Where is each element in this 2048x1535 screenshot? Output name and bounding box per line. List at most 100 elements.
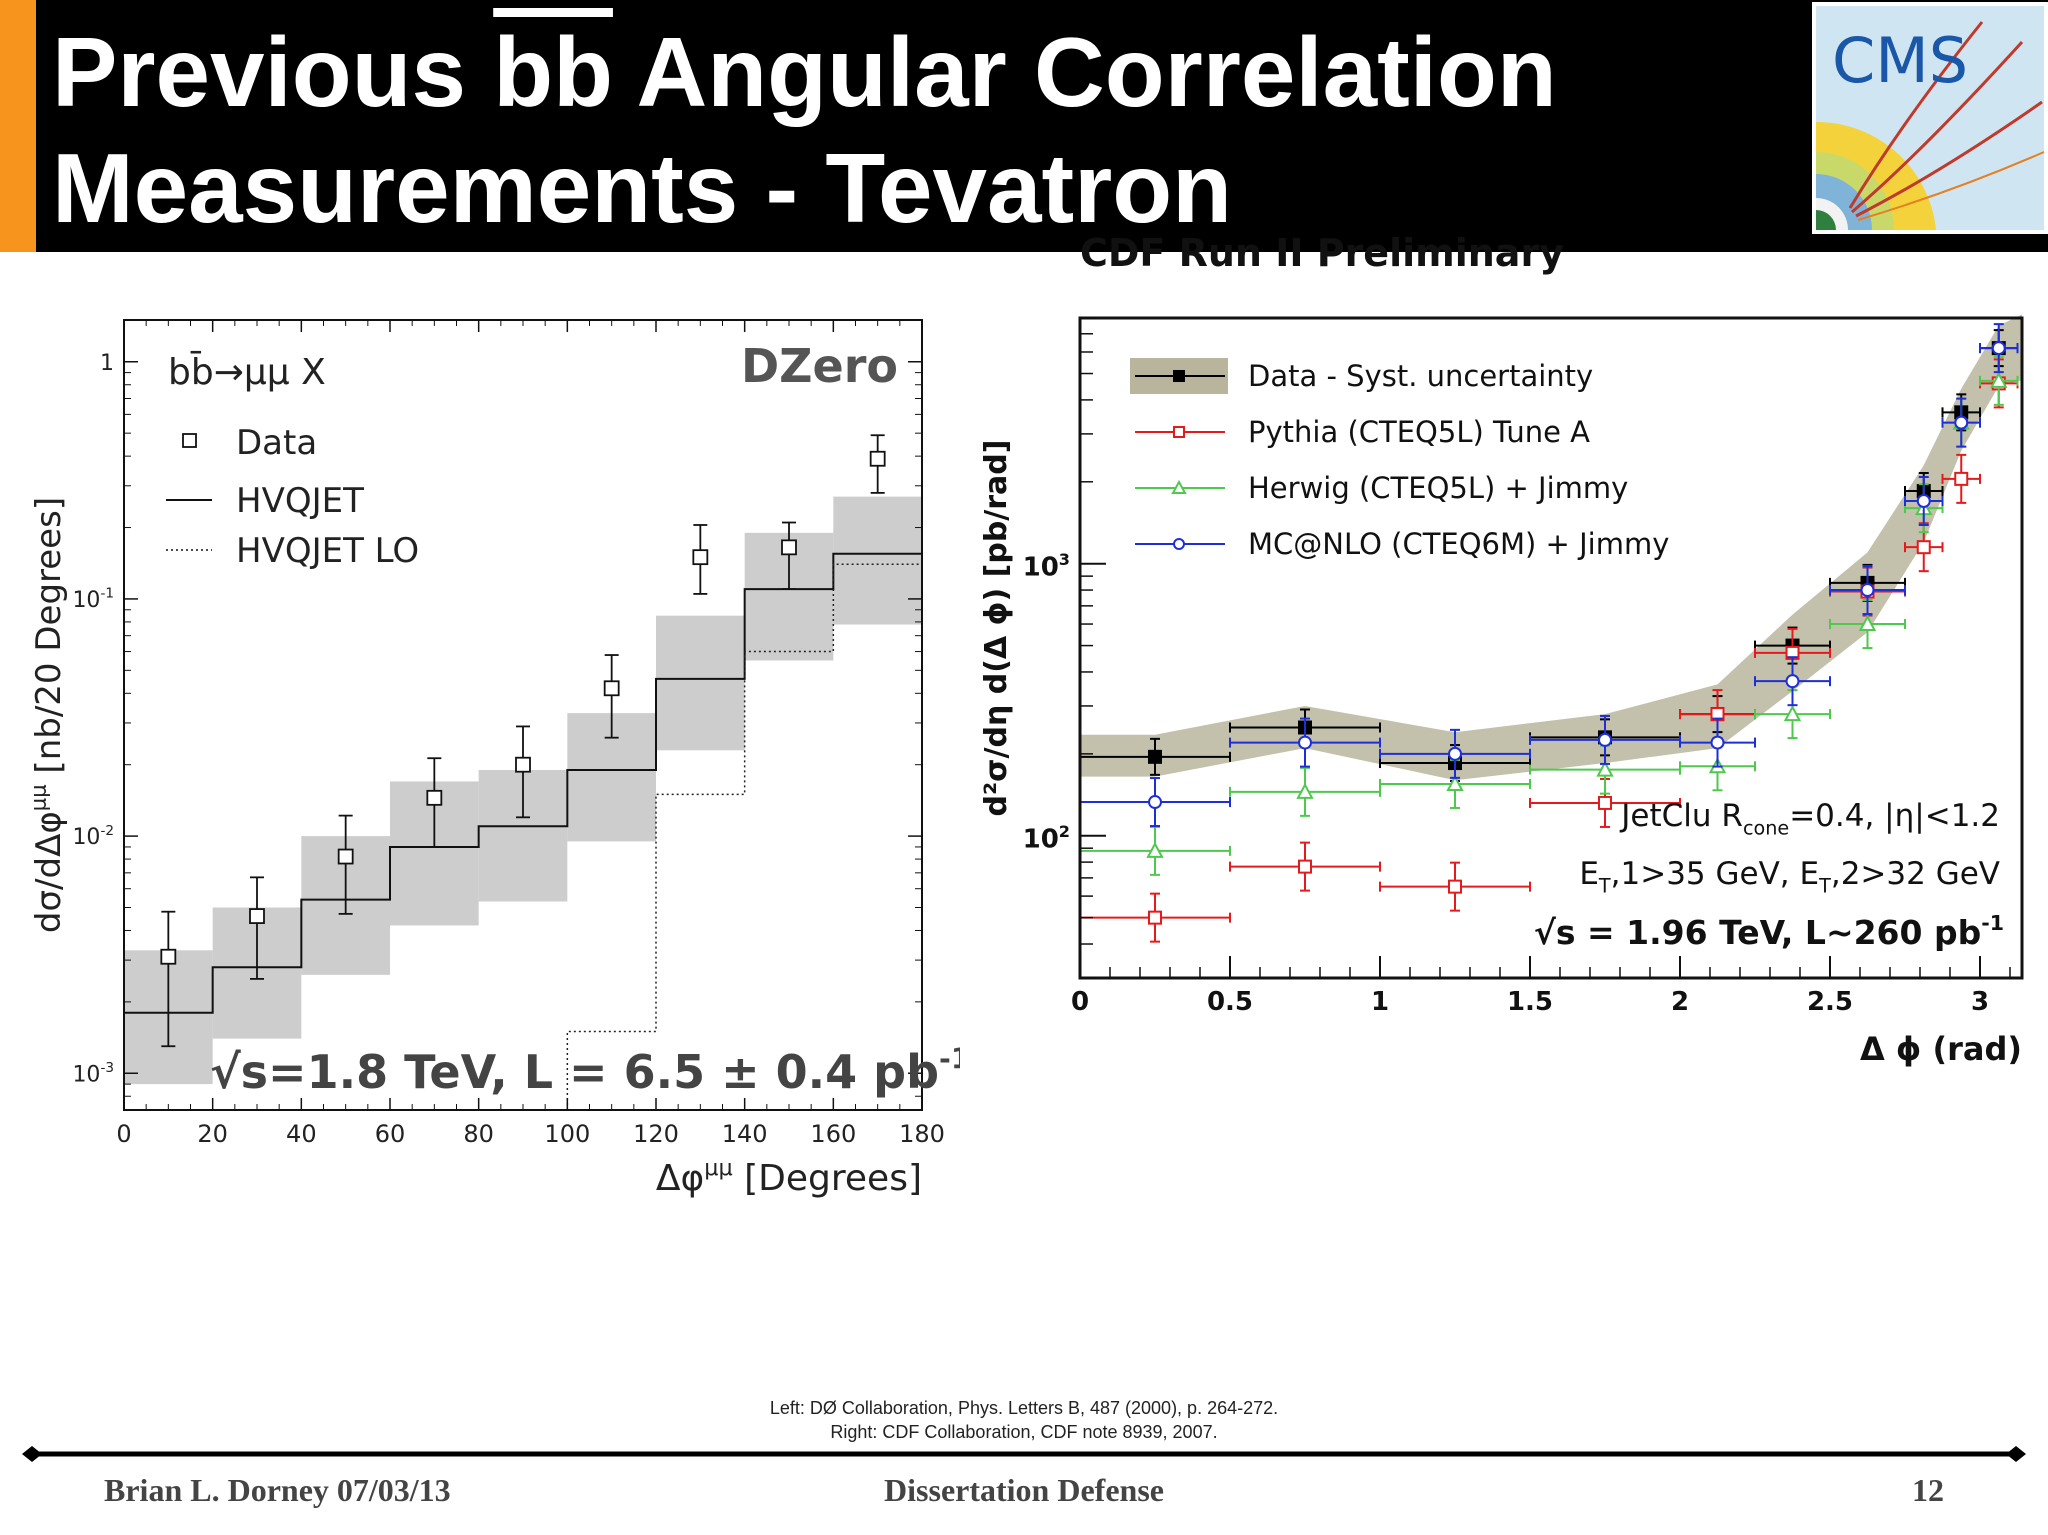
- series-point: [1598, 732, 1612, 747]
- x-tick-label: 0: [116, 1120, 131, 1148]
- x-tick-label: 20: [197, 1120, 228, 1148]
- legend-label: Pythia (CTEQ5L) Tune A: [1248, 415, 1590, 449]
- cone-annotation: JetClu Rcone​=0.4, |η|<1.2: [1619, 798, 2000, 840]
- x-tick-label: 2.5: [1807, 987, 1853, 1017]
- legend-label: MC@NLO (CTEQ6M) + Jimmy: [1248, 527, 1669, 561]
- x-axis-label: Δ ϕ (rad): [1860, 1030, 2022, 1068]
- series-point: [1298, 859, 1312, 874]
- citation-line-1: Left: DØ Collaboration, Phys. Letters B,…: [769, 1398, 1279, 1418]
- series-3: [1079, 323, 2019, 828]
- citation: Left: DØ Collaboration, Phys. Letters B,…: [0, 1396, 2048, 1444]
- x-axis-label: Δφμμ​ [Degrees]: [656, 1155, 922, 1199]
- x-tick-label: 2: [1671, 987, 1689, 1017]
- legend-data-label: Data: [236, 423, 317, 463]
- data-point: [781, 539, 797, 556]
- x-tick-label: 120: [633, 1120, 679, 1148]
- y-tick-label: 10-1​: [72, 586, 114, 613]
- y-axis-label: d²σ/dη d(Δ ϕ) [pb/rad]: [979, 440, 1014, 817]
- legend-marker: [1173, 370, 1185, 382]
- energy-luminosity-annotation: √s = 1.96 TeV, L~260 pb-1​: [1534, 911, 2004, 952]
- series-point: [1296, 782, 1314, 799]
- series-point: [1916, 540, 1931, 555]
- energy-luminosity-label: √s=1.8 TeV, L = 6.5 ± 0.4 pb-1​: [210, 1043, 960, 1099]
- data-syst-band: [1080, 314, 2022, 781]
- series-point: [1596, 760, 1614, 777]
- series-point: [1298, 735, 1312, 750]
- series-point: [1448, 879, 1462, 894]
- series-point: [1954, 471, 1969, 486]
- cms-logo: CMS: [1812, 2, 2048, 234]
- citation-line-2: Right: CDF Collaboration, CDF note 8939,…: [830, 1422, 1218, 1442]
- data-point: [249, 908, 265, 924]
- slide-title: Previous bb Angular Correlation Measureme…: [52, 14, 1557, 246]
- legend-marker: [1173, 538, 1185, 550]
- legend-marker: [1171, 479, 1187, 494]
- series-point: [1954, 415, 1969, 430]
- legend-marker: [1173, 426, 1185, 438]
- hvqjet-line: [124, 552, 922, 1014]
- cdf-frame: [1078, 316, 2024, 980]
- experiment-label: DZero: [741, 339, 898, 393]
- y-tick-label: 1: [100, 351, 114, 376]
- series-point: [1148, 795, 1162, 810]
- cdf-title: CDF Run II Preliminary: [1080, 231, 1564, 275]
- dzero-plot-area: [124, 434, 922, 1110]
- legend-hvqjet-lo-label: HVQJET LO: [236, 531, 419, 571]
- x-tick-label: 160: [810, 1120, 856, 1148]
- x-tick-label: 1.5: [1507, 987, 1553, 1017]
- x-tick-label: 140: [722, 1120, 768, 1148]
- x-tick-label: 1: [1371, 987, 1389, 1017]
- y-tick-label: 10-2​: [72, 823, 114, 850]
- data-point: [337, 848, 354, 865]
- y-tick-label: 10-3​: [72, 1060, 114, 1087]
- series-point: [1598, 795, 1612, 810]
- y-tick-label: 102​: [1023, 822, 1070, 855]
- series-point: [1710, 735, 1725, 750]
- et-annotation: ET​,1>35 GeV, ET​,2>32 GeV: [1579, 856, 2000, 898]
- x-tick-label: 60: [375, 1120, 406, 1148]
- hvqjet-band-bin: [656, 615, 745, 751]
- x-tick-label: 0.5: [1207, 987, 1253, 1017]
- series-point: [1446, 774, 1464, 791]
- title-line1-pre: Previous: [52, 17, 494, 127]
- y-tick-label: 103​: [1023, 550, 1070, 583]
- dzero-chart: 0 20 40 60 80 100 120 140 160 180 1 10-1​ 10-2​ 10-3​…: [26, 319, 960, 1199]
- x-tick-label: 3: [1971, 987, 1989, 1017]
- legend-label: Data - Syst. uncertainty: [1248, 359, 1593, 393]
- title-bb: bb: [493, 17, 613, 127]
- data-point: [603, 680, 620, 697]
- data-point: [692, 549, 709, 566]
- data-point: [160, 948, 177, 965]
- x-tick-label: 80: [463, 1120, 494, 1148]
- series-point: [1146, 841, 1164, 858]
- series-point: [1858, 614, 1877, 632]
- footer-event: Dissertation Defense: [884, 1472, 1164, 1508]
- footer-author-date: Brian L. Dorney 07/03/13: [104, 1472, 451, 1508]
- series-point: [1148, 749, 1162, 764]
- hvqjet-band-bin: [833, 496, 922, 625]
- series-point: [1991, 341, 2006, 356]
- cms-logo-text: CMS: [1832, 24, 1968, 97]
- data-point: [426, 789, 443, 806]
- series-point: [1785, 674, 1800, 689]
- x-tick-label: 100: [544, 1120, 590, 1148]
- series-point: [1148, 910, 1162, 925]
- data-point: [869, 450, 886, 467]
- series-point: [1990, 371, 2008, 388]
- process-label: bb̄→μμ X: [168, 350, 326, 393]
- title-line1-post: Angular Correlation: [612, 17, 1557, 127]
- footer-divider: [22, 1446, 2026, 1462]
- title-bar: [0, 0, 2048, 252]
- title-accent-bar: [0, 0, 36, 252]
- x-tick-label: 180: [899, 1120, 945, 1148]
- series-point: [1916, 493, 1931, 508]
- x-tick-label: 40: [286, 1120, 317, 1148]
- title-line2: Measurements - Tevatron: [52, 133, 1232, 243]
- y-axis-label: dσ/dΔφμμ​ [nb/20 Degrees]: [26, 497, 69, 933]
- series-point: [1783, 704, 1802, 722]
- cdf-chart: CDF Run II Preliminary 0 0.5 1 1.5 2 2.5 3 102​ 1…: [979, 231, 2024, 1068]
- series-point: [1448, 746, 1462, 761]
- series-point: [1860, 583, 1875, 598]
- legend-data-marker: [182, 433, 197, 448]
- footer-page-number: 12: [1912, 1472, 1944, 1508]
